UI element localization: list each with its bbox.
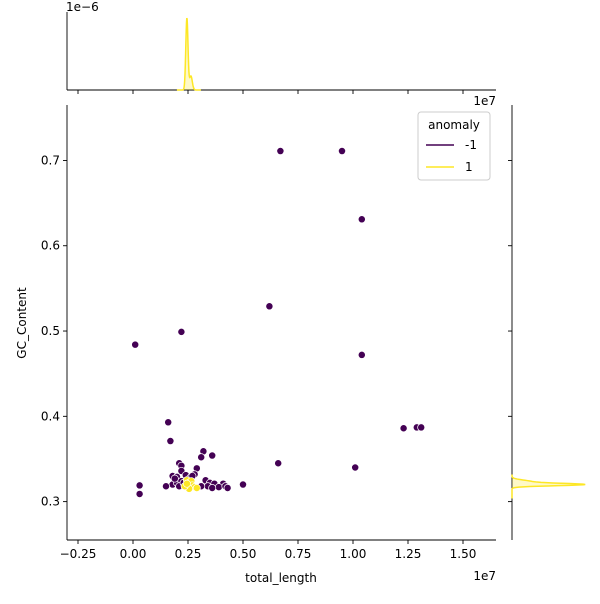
y-tick-label: 0.5: [41, 324, 60, 338]
series--1: [131, 147, 426, 498]
series-1: [180, 476, 201, 493]
right-marginal-offset-text: 1e7: [473, 94, 496, 108]
data-point: [177, 327, 186, 336]
x-tick-label: 0.00: [120, 547, 147, 561]
data-point: [351, 463, 360, 472]
top-marginal-kde: [66, 12, 496, 94]
data-point: [135, 489, 144, 498]
data-point: [164, 418, 173, 427]
x-axis-offset-text: 1e7: [473, 569, 496, 583]
data-point: [239, 480, 247, 489]
data-point: [135, 481, 144, 490]
x-tick-label: 1.50: [450, 547, 477, 561]
scatter-points: [131, 147, 426, 498]
data-point: [131, 340, 140, 349]
top-marginal-offset-text: 1e−6: [66, 0, 99, 14]
legend: anomaly -1 1: [417, 111, 491, 181]
y-axis-label: GC_Content: [15, 287, 29, 359]
x-tick-label: 1.00: [340, 547, 367, 561]
data-point: [223, 484, 232, 492]
x-tick-label: 0.50: [230, 547, 257, 561]
data-point: [182, 479, 191, 488]
data-point: [208, 451, 217, 460]
legend-title: anomaly: [428, 118, 480, 132]
y-tick-label: 0.7: [41, 153, 60, 167]
data-point: [399, 424, 408, 433]
right-marginal-kde-line: [511, 474, 586, 499]
data-point: [357, 350, 366, 359]
data-point: [192, 484, 201, 492]
x-tick-label: 0.25: [175, 547, 202, 561]
data-point: [417, 423, 426, 432]
right-marginal-kde: [508, 105, 586, 540]
top-marginal-kde-line: [176, 17, 201, 91]
data-point: [162, 482, 170, 491]
x-tick-label: −0.25: [60, 547, 97, 561]
y-tick-label: 0.6: [41, 239, 60, 253]
y-tick-label: 0.4: [41, 409, 60, 423]
legend-label: 1: [465, 160, 473, 174]
data-point: [357, 215, 366, 224]
legend-box: [417, 111, 491, 181]
y-tick-label: 0.3: [41, 495, 60, 509]
data-point: [276, 147, 285, 156]
x-tick-label: 1.25: [395, 547, 422, 561]
data-point: [197, 453, 206, 462]
data-point: [338, 147, 346, 156]
data-point: [170, 474, 179, 483]
data-point: [274, 459, 283, 468]
main-scatter-axes: −0.25 0.00 0.25 0.50 0.75 1.00 1.25 1.50 0.3 0.4 0…: [41, 105, 496, 561]
data-point: [265, 302, 274, 311]
x-tick-label: 0.75: [285, 547, 312, 561]
data-point: [208, 484, 217, 492]
x-axis-label: total_length: [245, 571, 317, 585]
data-point: [214, 483, 223, 492]
data-point: [166, 437, 175, 446]
legend-label: -1: [465, 138, 477, 152]
